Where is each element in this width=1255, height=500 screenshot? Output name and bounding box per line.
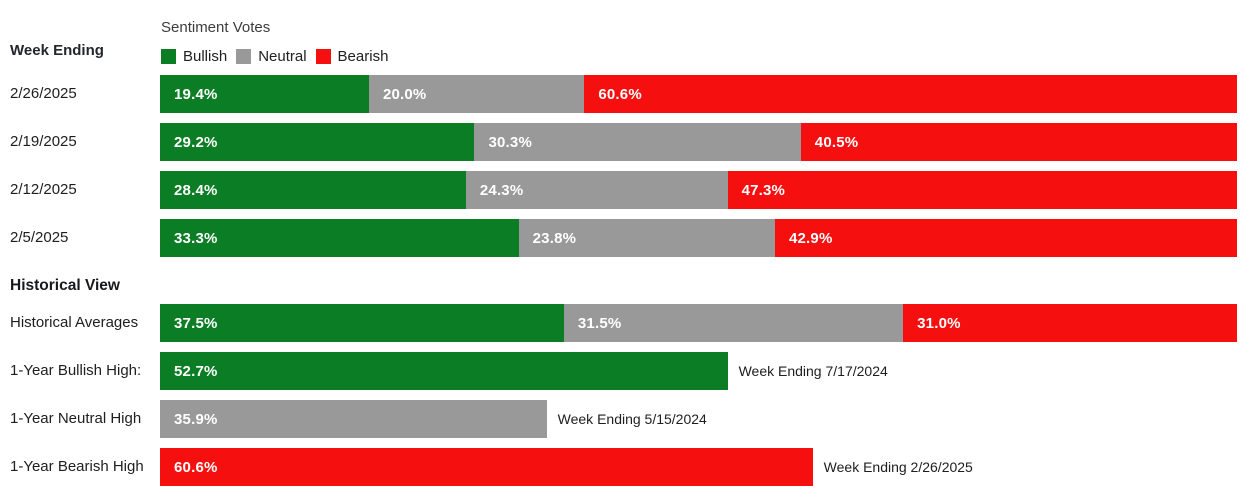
bar-row: 1-Year Bullish High: 52.7% Week Ending 7/1…	[0, 352, 1255, 390]
bar-row: 1-Year Bearish High 60.6% Week Ending 2/26…	[0, 448, 1255, 486]
legend-item-label: Bullish	[183, 48, 228, 65]
bar-segment-bearish: 60.6%	[584, 75, 1237, 113]
legend-item-label: Neutral	[258, 48, 307, 65]
row-label: 1-Year Bearish High	[10, 458, 144, 475]
segment-value-label: 23.8%	[532, 229, 577, 247]
segment-value-label: 28.4%	[174, 181, 218, 199]
bar-segment-bearish: 42.9%	[774, 219, 1237, 257]
row-label: 2/12/2025	[10, 181, 77, 198]
bar-row: 2/12/2025 28.4% 24.3% 47.3%	[0, 171, 1255, 209]
segment-value-label: 52.7%	[174, 362, 218, 380]
legend-item-neutral: Neutral	[236, 48, 307, 65]
bar-segment-neutral: 31.5%	[563, 304, 904, 342]
bar-track: 35.9% Week Ending 5/15/2024	[160, 400, 1237, 438]
bar-segment-bullish: 29.2%	[160, 123, 475, 161]
bar-segment-neutral: 20.0%	[368, 75, 585, 113]
bar-track: 19.4% 20.0% 60.6%	[160, 75, 1237, 113]
bar-track: 52.7% Week Ending 7/17/2024	[160, 352, 1237, 390]
bar-segment-bullish: 52.7%	[160, 352, 728, 390]
segment-value-label: 37.5%	[174, 314, 218, 332]
segment-value-label: 60.6%	[598, 85, 642, 103]
row-label: 2/26/2025	[10, 85, 77, 102]
bar-segment-bullish: 37.5%	[160, 304, 564, 342]
bullish-swatch-icon	[161, 49, 176, 64]
bar-row: 2/5/2025 33.3% 23.8% 42.9%	[0, 219, 1255, 257]
bar-track: 37.5% 31.5% 31.0%	[160, 304, 1237, 342]
segment-value-label: 47.3%	[741, 181, 786, 199]
row-label: 2/5/2025	[10, 229, 69, 246]
bar-segment-bearish: 60.6%	[160, 448, 813, 486]
bar-segment-bearish: 31.0%	[903, 304, 1237, 342]
bar-track: 29.2% 30.3% 40.5%	[160, 123, 1237, 161]
segment-value-label: 60.6%	[174, 458, 218, 476]
neutral-swatch-icon	[236, 49, 252, 64]
segment-value-label: 30.3%	[488, 133, 533, 151]
bar-annotation: Week Ending 7/17/2024	[738, 363, 888, 379]
bar-segment-bullish: 19.4%	[160, 75, 369, 113]
bar-annotation: Week Ending 5/15/2024	[557, 411, 707, 427]
segment-value-label: 24.3%	[479, 181, 524, 199]
historical-view-header: Historical View	[10, 277, 120, 294]
bar-segment-neutral: 24.3%	[465, 171, 728, 209]
bar-segment-neutral: 35.9%	[160, 400, 547, 438]
legend-item-label: Bearish	[337, 48, 389, 65]
legend-title: Sentiment Votes	[161, 19, 271, 36]
bearish-swatch-icon	[315, 49, 331, 64]
bar-segment-neutral: 30.3%	[474, 123, 801, 161]
segment-value-label: 31.5%	[577, 314, 622, 332]
bar-segment-bearish: 40.5%	[800, 123, 1237, 161]
segment-value-label: 42.9%	[788, 229, 833, 247]
bar-segment-bullish: 28.4%	[160, 171, 466, 209]
row-label: 2/19/2025	[10, 133, 77, 150]
legend-item-bullish: Bullish	[161, 48, 227, 65]
bar-row: 1-Year Neutral High 35.9% Week Ending 5/15…	[0, 400, 1255, 438]
bar-track: 60.6% Week Ending 2/26/2025	[160, 448, 1237, 486]
legend: Bullish Neutral Bearish	[161, 48, 397, 65]
bar-annotation: Week Ending 2/26/2025	[823, 459, 973, 475]
bar-segment-neutral: 23.8%	[518, 219, 775, 257]
bar-segment-bearish: 47.3%	[727, 171, 1237, 209]
segment-value-label: 33.3%	[174, 229, 218, 247]
row-label: 1-Year Bullish High:	[10, 362, 142, 379]
segment-value-label: 35.9%	[174, 410, 218, 428]
segment-value-label: 29.2%	[174, 133, 218, 151]
bar-track: 33.3% 23.8% 42.9%	[160, 219, 1237, 257]
bar-row: 2/19/2025 29.2% 30.3% 40.5%	[0, 123, 1255, 161]
segment-value-label: 31.0%	[917, 314, 961, 332]
row-label: 1-Year Neutral High	[10, 410, 142, 427]
bar-row: Historical Averages 37.5% 31.5% 31.0%	[0, 304, 1255, 342]
segment-value-label: 20.0%	[382, 85, 427, 103]
bar-row: 2/26/2025 19.4% 20.0% 60.6%	[0, 75, 1255, 113]
bar-track: 28.4% 24.3% 47.3%	[160, 171, 1237, 209]
bar-segment-bullish: 33.3%	[160, 219, 519, 257]
segment-value-label: 19.4%	[174, 85, 218, 103]
row-label: Historical Averages	[10, 314, 139, 331]
week-ending-column-header: Week Ending	[10, 42, 104, 59]
segment-value-label: 40.5%	[814, 133, 859, 151]
legend-item-bearish: Bearish	[315, 48, 389, 65]
